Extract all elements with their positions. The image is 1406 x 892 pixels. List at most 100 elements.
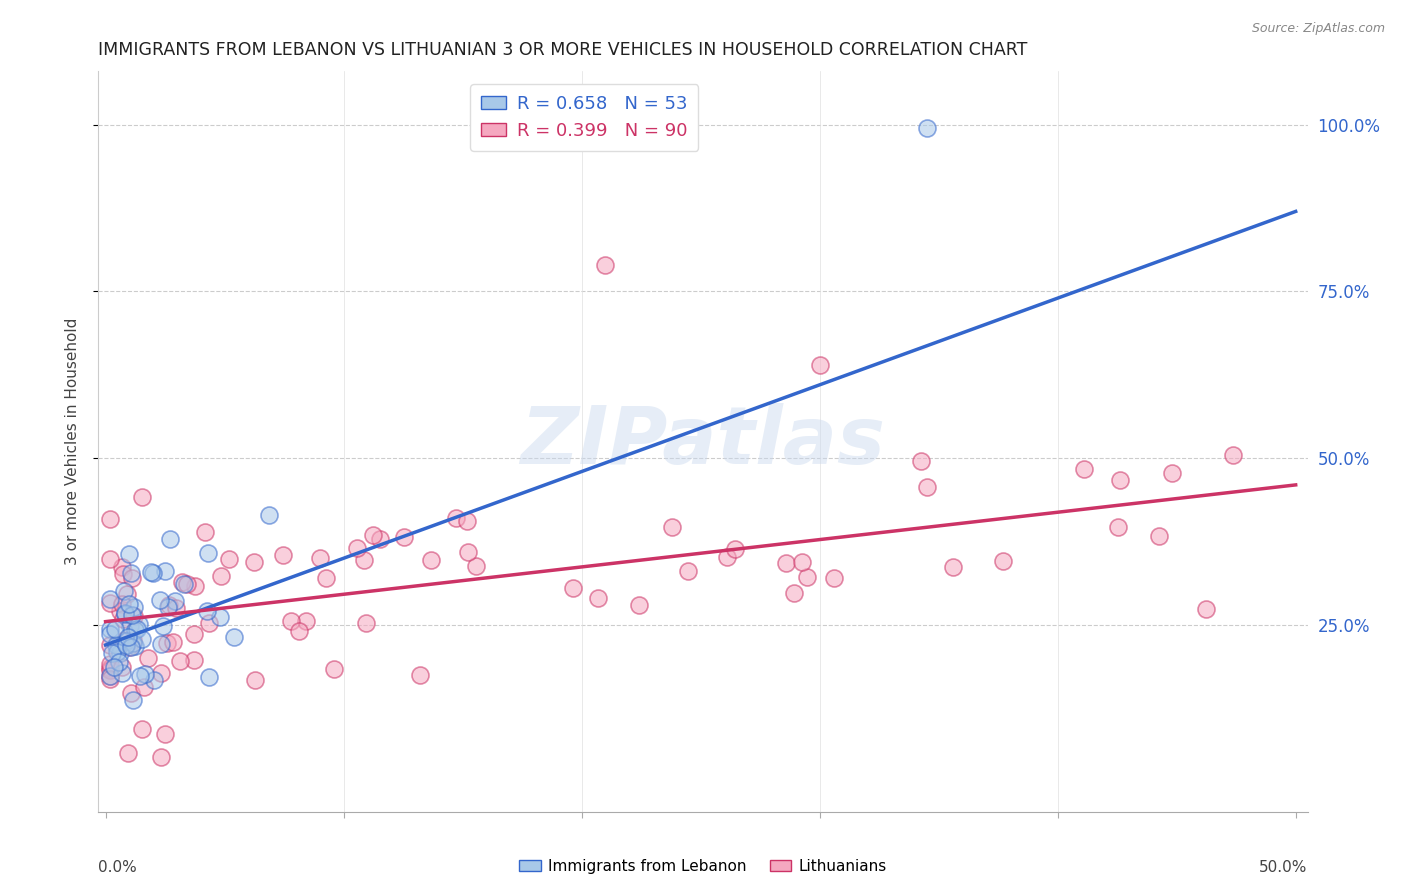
- Point: [942, 560, 965, 574]
- Point: [121, 636, 143, 650]
- Point: [790, 555, 813, 569]
- Point: [295, 614, 318, 628]
- Point: [209, 610, 232, 624]
- Point: [98, 638, 121, 652]
- Point: [108, 655, 131, 669]
- Point: [120, 686, 142, 700]
- Point: [98, 668, 121, 682]
- Point: [98, 596, 121, 610]
- Point: [131, 723, 153, 737]
- Point: [115, 587, 138, 601]
- Point: [586, 591, 609, 606]
- Point: [120, 619, 142, 633]
- Point: [195, 604, 218, 618]
- Point: [156, 636, 179, 650]
- Point: [446, 511, 468, 525]
- Point: [98, 660, 121, 674]
- Text: ZIPatlas: ZIPatlas: [520, 402, 886, 481]
- Point: [346, 541, 368, 556]
- Point: [198, 616, 221, 631]
- Point: [243, 673, 266, 687]
- Point: [152, 619, 174, 633]
- Point: [117, 746, 139, 760]
- Point: [197, 546, 219, 560]
- Point: [128, 617, 150, 632]
- Point: [149, 749, 172, 764]
- Text: 50.0%: 50.0%: [1260, 860, 1308, 875]
- Point: [122, 609, 145, 624]
- Point: [315, 571, 337, 585]
- Point: [111, 660, 134, 674]
- Point: [194, 524, 217, 539]
- Point: [120, 566, 142, 581]
- Point: [165, 594, 187, 608]
- Point: [114, 607, 136, 621]
- Point: [131, 490, 153, 504]
- Point: [457, 545, 479, 559]
- Point: [595, 258, 617, 272]
- Point: [1107, 520, 1129, 534]
- Point: [218, 551, 240, 566]
- Point: [354, 615, 377, 630]
- Point: [111, 597, 134, 611]
- Point: [162, 634, 184, 648]
- Point: [322, 661, 344, 675]
- Point: [197, 670, 219, 684]
- Point: [124, 624, 146, 638]
- Point: [114, 632, 136, 647]
- Point: [157, 599, 180, 614]
- Point: [141, 565, 163, 579]
- Point: [783, 586, 806, 600]
- Point: [108, 646, 131, 660]
- Point: [98, 657, 121, 671]
- Point: [910, 454, 932, 468]
- Point: [183, 652, 205, 666]
- Point: [1161, 466, 1184, 480]
- Point: [124, 639, 146, 653]
- Point: [104, 638, 127, 652]
- Point: [308, 550, 330, 565]
- Point: [1073, 462, 1095, 476]
- Point: [98, 627, 121, 641]
- Point: [118, 547, 141, 561]
- Point: [124, 600, 146, 615]
- Point: [136, 651, 159, 665]
- Point: [368, 532, 391, 546]
- Point: [98, 622, 121, 636]
- Text: Source: ZipAtlas.com: Source: ZipAtlas.com: [1251, 22, 1385, 36]
- Point: [103, 659, 125, 673]
- Point: [165, 600, 187, 615]
- Point: [991, 554, 1014, 568]
- Point: [127, 623, 149, 637]
- Point: [176, 577, 198, 591]
- Point: [111, 612, 134, 626]
- Point: [112, 583, 135, 598]
- Text: IMMIGRANTS FROM LEBANON VS LITHUANIAN 3 OR MORE VEHICLES IN HOUSEHOLD CORRELATIO: IMMIGRANTS FROM LEBANON VS LITHUANIAN 3 …: [98, 41, 1028, 59]
- Point: [243, 555, 266, 569]
- Point: [153, 564, 176, 578]
- Point: [131, 632, 153, 646]
- Point: [288, 624, 311, 638]
- Point: [353, 553, 375, 567]
- Point: [153, 727, 176, 741]
- Point: [628, 599, 651, 613]
- Point: [561, 582, 583, 596]
- Point: [678, 564, 700, 578]
- Point: [142, 566, 165, 580]
- Y-axis label: 3 or more Vehicles in Household: 3 or more Vehicles in Household: [65, 318, 80, 566]
- Point: [1195, 602, 1218, 616]
- Point: [114, 638, 136, 652]
- Point: [169, 654, 191, 668]
- Point: [716, 550, 738, 565]
- Point: [98, 512, 121, 526]
- Point: [98, 664, 121, 678]
- Point: [117, 630, 139, 644]
- Point: [121, 571, 143, 585]
- Legend: Immigrants from Lebanon, Lithuanians: Immigrants from Lebanon, Lithuanians: [513, 853, 893, 880]
- Point: [105, 645, 128, 659]
- Point: [209, 568, 232, 582]
- Point: [170, 574, 193, 589]
- Point: [775, 556, 797, 570]
- Point: [271, 548, 294, 562]
- Point: [120, 640, 142, 654]
